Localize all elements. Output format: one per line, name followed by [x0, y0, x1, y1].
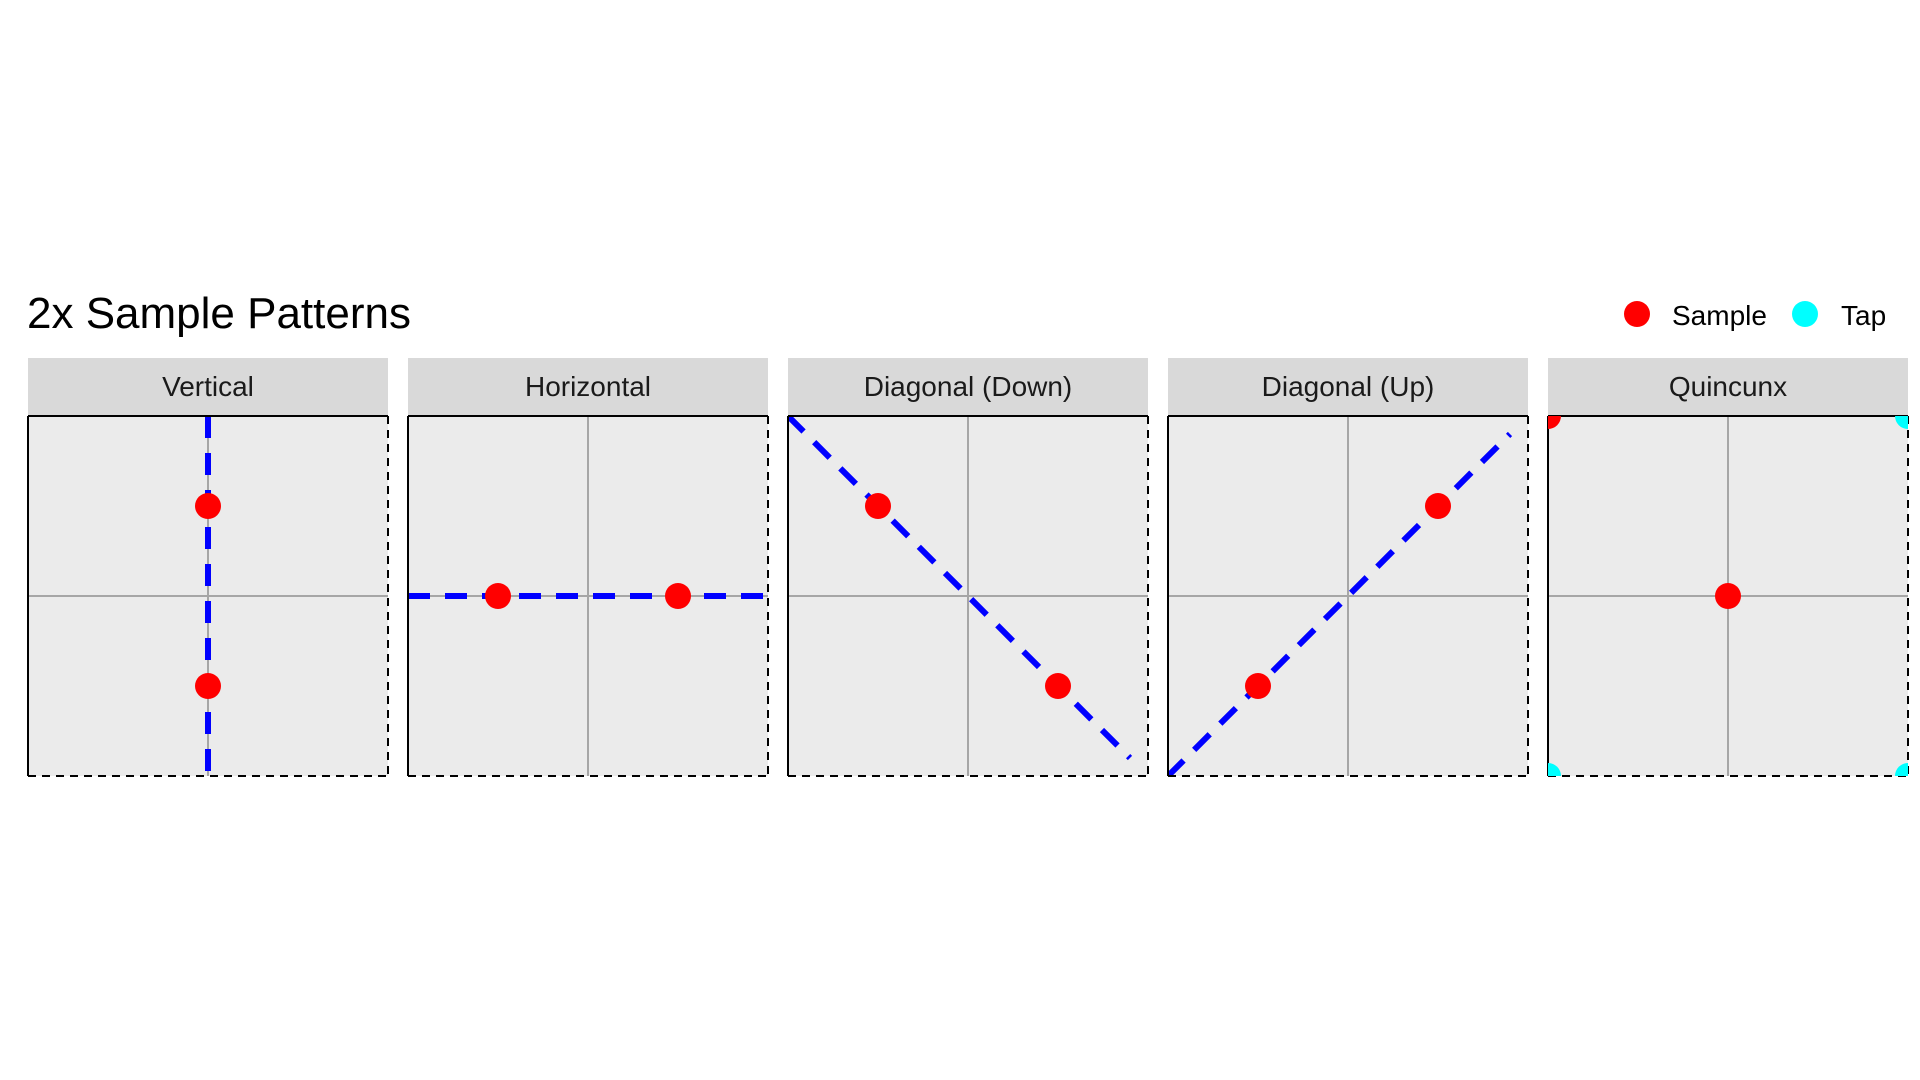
strip-label: Horizontal	[525, 371, 651, 402]
panel-diagonal-up: Diagonal (Up)	[1167, 358, 1529, 777]
panel-horizontal: Horizontal	[407, 358, 769, 777]
sample-point	[1425, 493, 1451, 519]
sample-point	[865, 493, 891, 519]
strip-background	[408, 358, 768, 415]
strip-background	[28, 358, 388, 415]
tap-point	[1548, 763, 1561, 776]
legend-label-sample: Sample	[1672, 300, 1767, 331]
sample-point	[1245, 673, 1271, 699]
legend: Sample Tap	[1624, 300, 1886, 331]
legend-key-sample	[1624, 301, 1650, 327]
sample-point	[1548, 416, 1561, 429]
sample-point	[1715, 583, 1741, 609]
legend-label-tap: Tap	[1841, 300, 1886, 331]
sample-point	[195, 673, 221, 699]
legend-key-tap	[1792, 301, 1818, 327]
strip-background	[1168, 358, 1528, 415]
strip-label: Vertical	[162, 371, 254, 402]
strip-label: Diagonal (Up)	[1262, 371, 1435, 402]
panel-points	[1548, 416, 1908, 776]
panel-points	[865, 493, 1071, 699]
panel-diagonal-down: Diagonal (Down)	[787, 358, 1149, 777]
chart-title: 2x Sample Patterns	[27, 289, 411, 338]
strip-background	[788, 358, 1148, 415]
tap-point	[1895, 416, 1908, 429]
panel-points	[1245, 493, 1451, 699]
pattern-line	[788, 416, 1133, 761]
sample-point	[1045, 673, 1071, 699]
panel-points	[485, 583, 691, 609]
facet-panels: Vertical Horizontal Diagonal (Down) Diagona…	[27, 358, 1909, 777]
tap-point	[1895, 763, 1908, 776]
pattern-line	[1168, 431, 1513, 776]
strip-background	[1548, 358, 1908, 415]
panel-marks	[1168, 431, 1513, 776]
sample-point	[665, 583, 691, 609]
strip-label: Quincunx	[1669, 371, 1787, 402]
panel-points	[195, 493, 221, 699]
sample-point	[195, 493, 221, 519]
sample-point	[485, 583, 511, 609]
panel-vertical: Vertical	[27, 358, 389, 777]
strip-label: Diagonal (Down)	[864, 371, 1073, 402]
panel-quincunx: Quincunx	[1547, 358, 1909, 777]
panel-marks	[788, 416, 1133, 761]
